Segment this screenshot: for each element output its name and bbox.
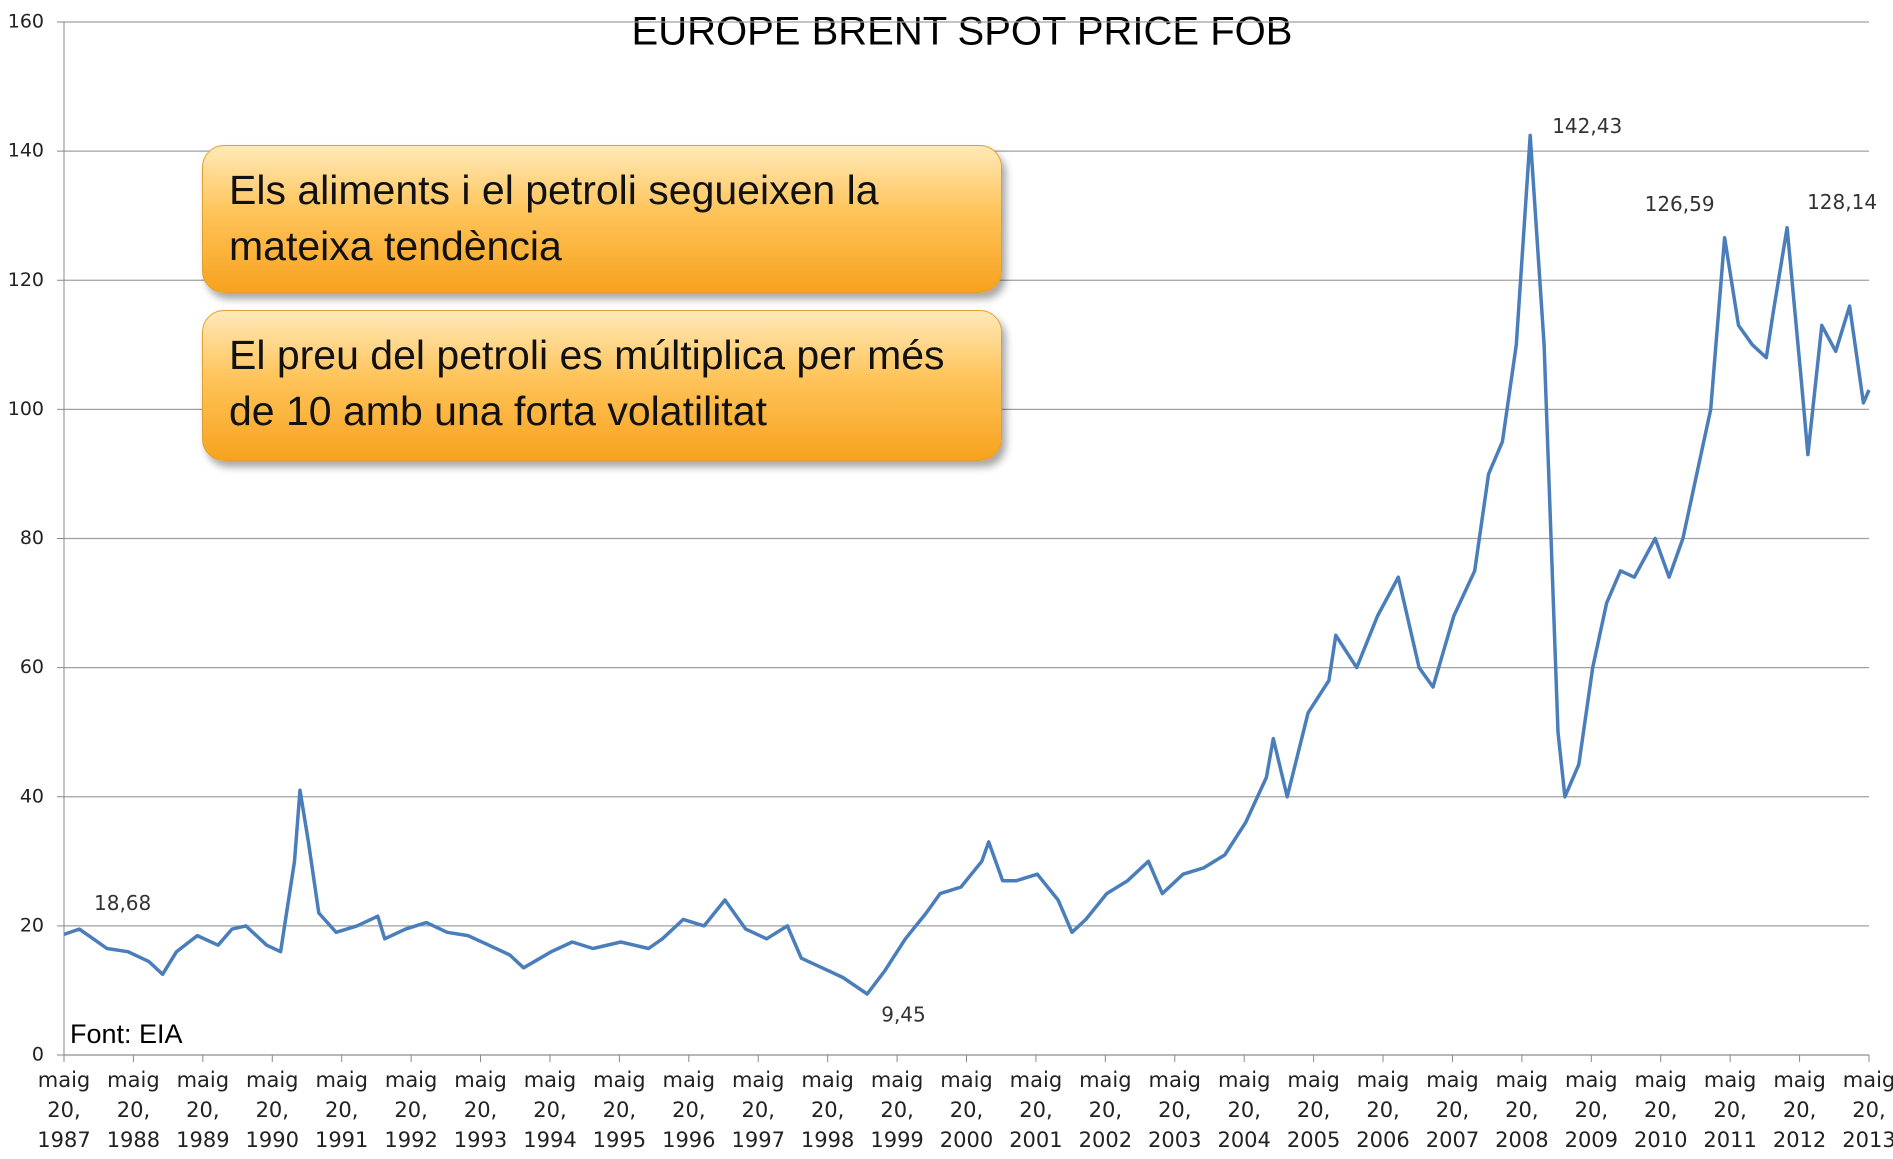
x-tick-label: maig 20, 1989 [176,1068,229,1152]
x-tick-label: maig 20, 2004 [1217,1068,1270,1152]
x-tick-label: maig 20, 1993 [454,1068,507,1152]
annotation: 142,43 [1552,114,1622,138]
source: Font: EIA [70,1019,183,1049]
annotation: 126,59 [1645,192,1715,216]
x-tick-label: maig 20, 2003 [1148,1068,1201,1152]
annotation: 18,68 [94,891,151,915]
price-line [63,133,1871,996]
x-tick-label: maig 20, 1998 [801,1068,854,1152]
y-tick-label: 140 [8,140,44,162]
x-tick-label: maig 20, 2001 [1009,1068,1062,1152]
note-box: El preu del petroli es múltiplica per mé… [202,310,1002,461]
y-tick-label: 100 [8,398,44,420]
x-tick-label: maig 20, 2005 [1287,1068,1340,1152]
x-tick-label: maig 20, 1997 [732,1068,785,1152]
x-tick-label: maig 20, 2010 [1634,1068,1687,1152]
y-tick-label: 20 [20,914,44,936]
y-tick-label: 40 [20,785,44,807]
x-tick-label: maig 20, 2002 [1079,1068,1132,1152]
x-tick-label: maig 20, 1994 [523,1068,576,1152]
y-tick-label: 80 [20,527,44,549]
x-tick-label: maig 20, 1999 [870,1068,923,1152]
x-tick-label: maig 20, 2006 [1356,1068,1409,1152]
x-tick-label: maig 20, 1991 [315,1068,368,1152]
x-tick-label: maig 20, 1996 [662,1068,715,1152]
x-tick-label: maig 20, 2009 [1565,1068,1618,1152]
y-tick-label: 60 [20,656,44,678]
y-tick-label: 120 [8,269,44,291]
x-tick-label: maig 20, 2012 [1773,1068,1826,1152]
x-tick-label: maig 20, 1992 [384,1068,437,1152]
x-tick-label: maig 20, 1995 [593,1068,646,1152]
x-tick-label: maig 20, 2011 [1703,1068,1756,1152]
x-tick-label: maig 20, 2000 [940,1068,993,1152]
x-tick-label: maig 20, 1987 [37,1068,90,1152]
x-tick-label: maig 20, 2008 [1495,1068,1548,1152]
y-tick-label: 160 [8,11,44,33]
x-tick-label: maig 20, 2013 [1842,1068,1893,1152]
annotation: 9,45 [881,1002,926,1026]
x-tick-label: maig 20, 1990 [246,1068,299,1152]
note-box: Els aliments i el petroli segueixen la m… [202,145,1002,293]
annotation: 128,14 [1807,190,1877,214]
x-tick-label: maig 20, 1988 [107,1068,160,1152]
chart-title: EUROPE BRENT SPOT PRICE FOB [632,10,1293,54]
y-tick-label: 0 [32,1044,44,1066]
x-tick-label: maig 20, 2007 [1426,1068,1479,1152]
